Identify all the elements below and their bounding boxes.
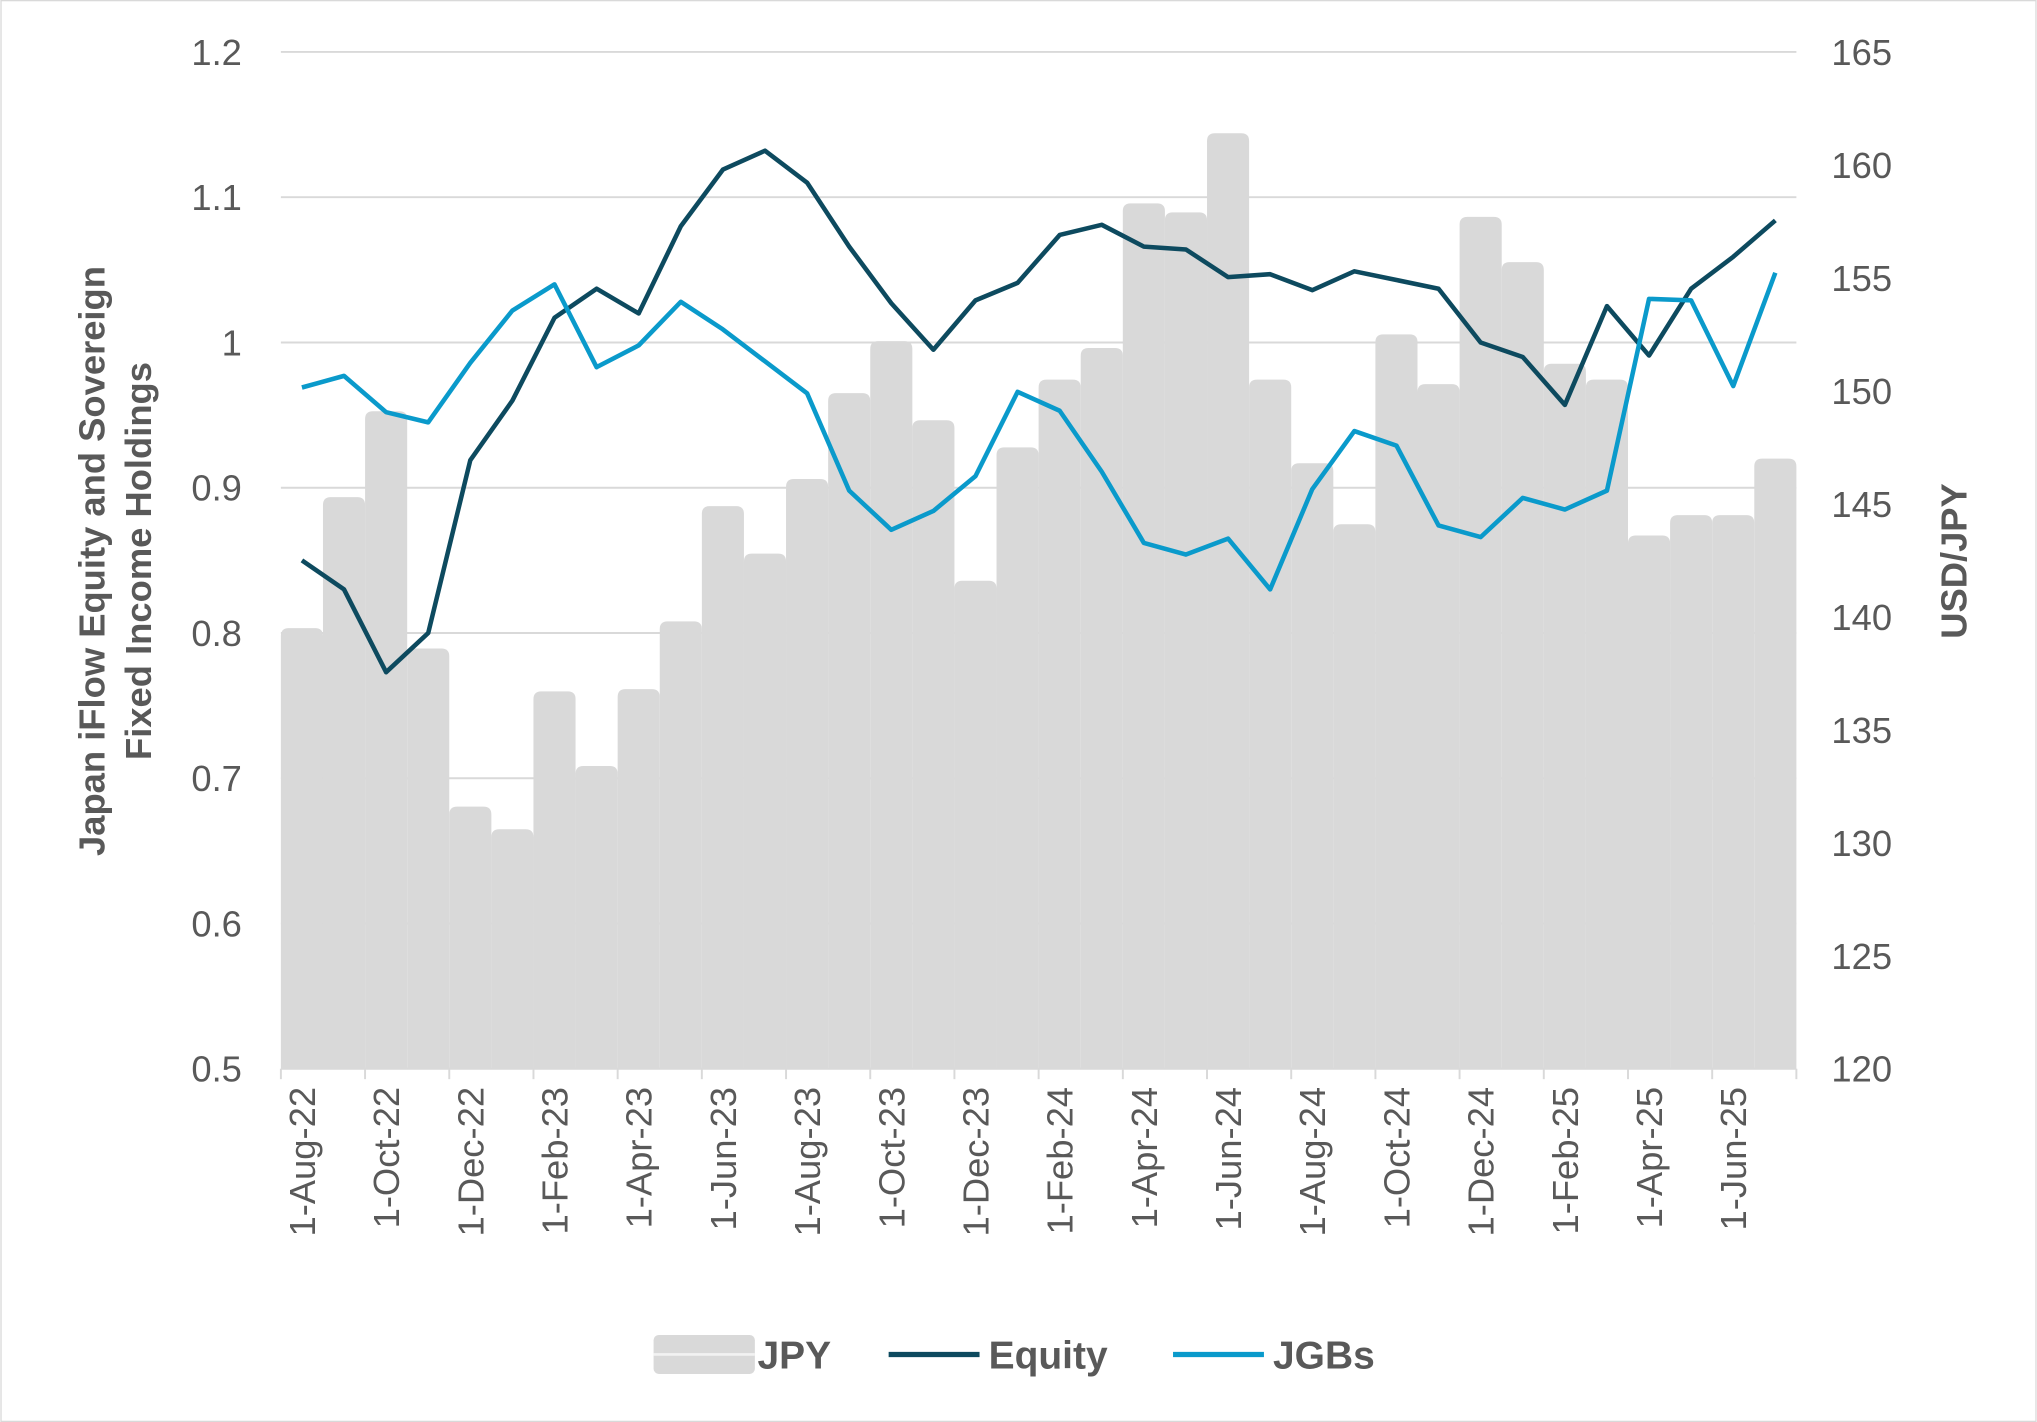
bar-Aug-23 [786,479,829,1069]
bar-Jul-25 [1754,458,1797,1069]
bar-Jun-23 [701,506,744,1069]
bar-Jun-25 [1712,515,1755,1069]
legend-item-jgbs: JGBs [1173,1335,1375,1378]
bar-Mar-25 [1585,379,1628,1069]
y2-tick-label: 130 [1831,823,1892,864]
bar-Jul-24 [1249,379,1292,1069]
legend-label: JPY [757,1335,831,1378]
bar-Apr-24 [1122,203,1165,1069]
bar-Nov-23 [912,420,955,1069]
y-tick-label: 0.9 [191,468,242,509]
line-equity [300,148,1777,675]
x-tick-label: 1-Jun-23 [703,1087,744,1231]
bar-Aug-22 [280,628,323,1069]
bar-Oct-22 [365,411,408,1069]
bar-May-23 [659,621,702,1069]
x-tick-label: 1-Dec-22 [450,1087,491,1237]
legend-item-jpy: JPY [653,1335,831,1378]
x-tick-label: 1-Apr-23 [619,1087,660,1228]
x-tick-label: 1-Oct-24 [1376,1087,1417,1228]
y-axis-title-line1: Japan iFlow Equity and Sovereign [71,266,112,856]
y-tick-label: 0.6 [191,903,242,944]
bar-Feb-24 [1038,379,1081,1069]
y2-tick-label: 155 [1831,258,1892,299]
y2-tick-label: 140 [1831,597,1892,638]
y2-tick-label: 165 [1831,32,1892,73]
y2-tick-label: 125 [1831,936,1892,977]
bar-Nov-22 [407,648,450,1069]
x-tick-label: 1-Feb-23 [534,1087,575,1235]
x-tick-label: 1-Aug-23 [787,1087,828,1237]
bar-Sep-24 [1333,524,1376,1069]
axes: 0.5 0.6 0.7 0.8 0.9 1 1.1 1.2 120 125 130 135 140 145… [191,32,1892,1237]
legend-label: Equity [989,1335,1108,1378]
y2-tick-label: 160 [1831,145,1892,186]
x-tick-label: 1-Jun-25 [1713,1087,1754,1231]
y-tick-label: 0.8 [191,613,242,654]
x-tick-label: 1-Jun-24 [1208,1087,1249,1231]
y-tick-label: 0.7 [191,758,242,799]
bar-Feb-23 [533,691,576,1069]
bar-Mar-23 [575,765,618,1069]
bar-May-24 [1164,212,1208,1069]
y2-tick-label: 135 [1831,710,1892,751]
x-tick-label: 1-Feb-25 [1545,1087,1586,1235]
x-tick-label: 1-Dec-24 [1461,1087,1502,1237]
x-tick-label: 1-Feb-24 [1040,1087,1081,1235]
bar-Dec-24 [1459,216,1502,1069]
y2-tick-label: 145 [1831,484,1892,525]
bar-Jun-24 [1207,133,1250,1069]
bar-Jan-25 [1501,262,1544,1069]
bar-Dec-22 [449,806,492,1069]
x-tick-label: 1-Aug-22 [282,1087,323,1237]
bar-Jan-23 [491,829,534,1069]
y-axis-title-line2: Fixed Income Holdings [118,362,159,760]
bar-Feb-25 [1543,363,1586,1069]
y-tick-label: 1 [222,322,242,363]
x-tick-label: 1-Dec-23 [955,1087,996,1237]
bar-Apr-25 [1627,535,1671,1069]
x-tick-label: 1-Apr-25 [1629,1087,1670,1228]
bar-Mar-24 [1080,347,1123,1069]
bar-Jan-24 [996,447,1039,1069]
legend: JPY Equity JGBs [653,1335,1375,1378]
legend-label: JGBs [1273,1335,1375,1378]
y2-axis-title: USD/JPY [1934,483,1975,639]
x-tick-label: 1-Apr-24 [1124,1087,1165,1228]
y-tick-label: 1.2 [191,32,242,73]
y-tick-label: 0.5 [191,1049,242,1090]
y2-tick-label: 150 [1831,371,1892,412]
bar-Nov-24 [1417,384,1460,1069]
bar-Oct-24 [1375,334,1418,1069]
bar-May-25 [1670,515,1713,1069]
bar-Dec-23 [954,580,997,1069]
bar-Apr-23 [617,689,660,1069]
y2-tick-label: 120 [1831,1049,1892,1090]
legend-item-equity: Equity [888,1335,1108,1378]
series-lines [300,148,1778,675]
bar-Sep-22 [322,497,366,1069]
x-tick-label: 1-Aug-24 [1292,1087,1333,1237]
x-tick-label: 1-Oct-23 [871,1087,912,1228]
jpy-bars [280,133,1797,1069]
y-tick-label: 1.1 [191,177,242,218]
bar-Jul-23 [743,553,787,1069]
bar-Sep-23 [828,393,871,1069]
x-tick-label: 1-Oct-22 [366,1087,407,1228]
bar-Oct-23 [870,341,913,1069]
line-jgbs [301,271,1778,592]
bar-Aug-24 [1291,463,1334,1069]
